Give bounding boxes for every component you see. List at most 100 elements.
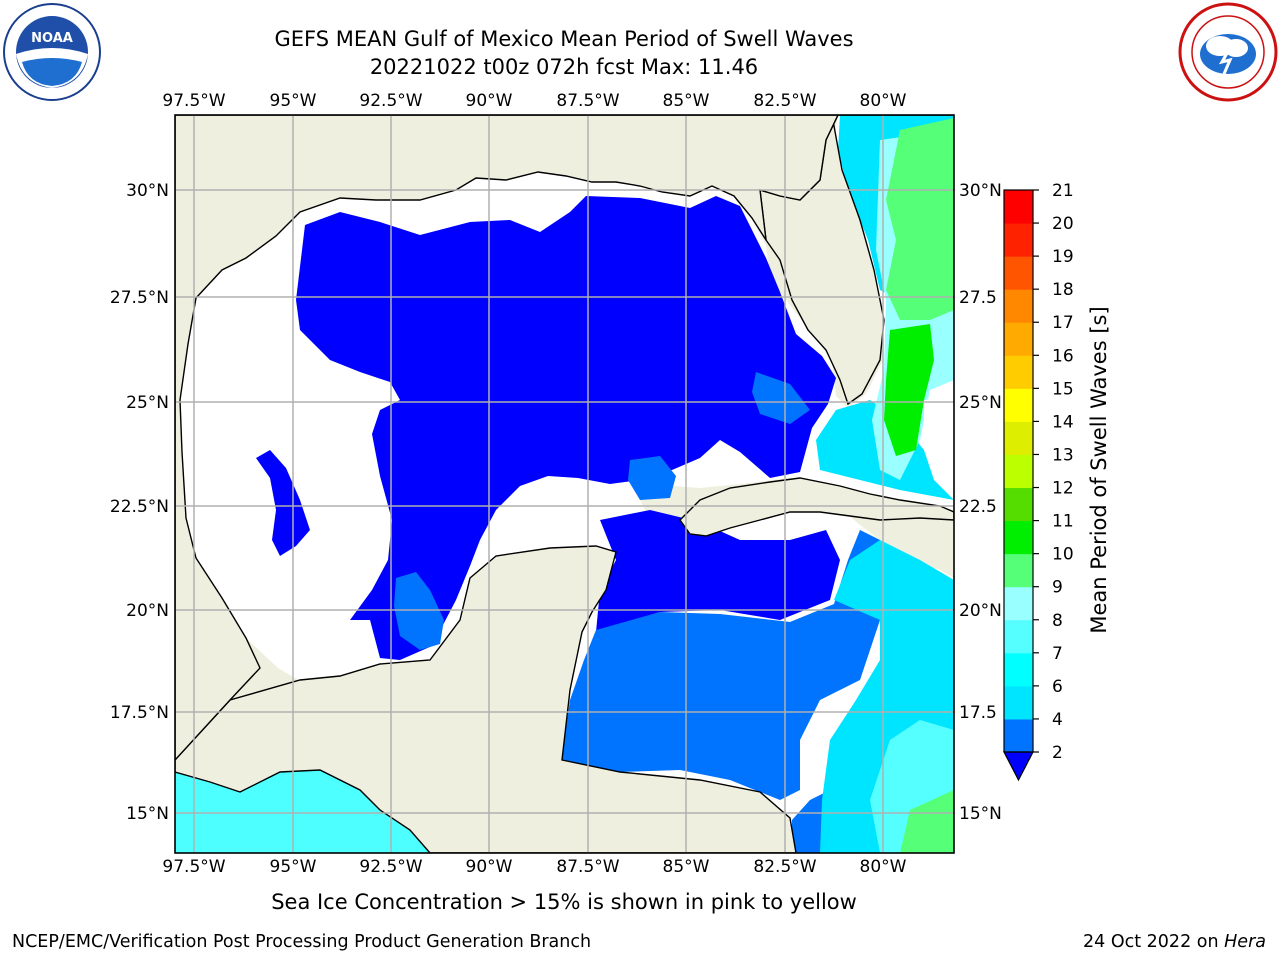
credit-date: 24 Oct 2022 on Hera: [1083, 932, 1266, 952]
nws-logo: [1178, 2, 1278, 102]
lon-label-bottom: 85°W: [663, 857, 710, 877]
pacific-swell: [175, 770, 430, 853]
colorbar-tick-label: 20: [1052, 214, 1074, 234]
lon-label-top: 80°W: [860, 91, 907, 111]
lon-labels-top: 97.5°W 95°W 92.5°W 90°W 87.5°W 85°W 82.5…: [162, 91, 906, 111]
colorbar-tick-label: 14: [1052, 412, 1074, 432]
credit-date-text: 24 Oct 2022 on: [1083, 932, 1225, 952]
swell-2s-caribbean: [596, 510, 840, 632]
colorbar-tick-label: 10: [1052, 545, 1074, 565]
lat-label-right: 25°N: [959, 393, 1002, 413]
colorbar-tick-label: 19: [1052, 247, 1074, 267]
lon-label-top: 87.5°W: [556, 91, 619, 111]
colorbar-tick-label: 9: [1052, 578, 1063, 598]
lat-label-right: 30°N: [959, 181, 1002, 201]
lon-label-top: 95°W: [270, 91, 317, 111]
swell-4s-small: [394, 572, 444, 650]
colorbar-extend-triangle: [1003, 751, 1034, 782]
lon-label-bottom: 82.5°W: [753, 857, 816, 877]
colorbar-tick-label: 7: [1052, 644, 1063, 664]
colorbar-segment: [1004, 520, 1033, 555]
colorbar-tick-label: 16: [1052, 346, 1074, 366]
colorbar-tick-label: 11: [1052, 512, 1074, 532]
colorbar-tick-label: 17: [1052, 313, 1074, 333]
lat-label-left: 20°N: [126, 601, 169, 621]
colorbar-segment: [1004, 487, 1033, 522]
noaa-logo: NOAA: [3, 3, 101, 101]
colorbar-segment: [1004, 421, 1033, 455]
lon-label-bottom: 90°W: [466, 857, 513, 877]
colorbar-tick-label: 12: [1052, 479, 1074, 499]
lon-label-bottom: 80°W: [860, 857, 907, 877]
lat-label-right: 17.5: [959, 703, 997, 723]
colorbar-segment: [1004, 454, 1033, 489]
colorbar-tick-label: 2: [1052, 743, 1063, 763]
land-cuba: [679, 477, 954, 537]
colorbar-segment: [1004, 289, 1033, 323]
lat-label-left: 25°N: [126, 393, 169, 413]
swell-4s-yucatan: [628, 456, 676, 500]
lat-label-left: 17.5°N: [110, 703, 169, 723]
swell-2s-gulf: [296, 196, 836, 660]
gridlines: [175, 115, 954, 853]
swell-2s-west: [256, 450, 310, 556]
colorbar-tick-label: 4: [1052, 710, 1063, 730]
chart-title: GEFS MEAN Gulf of Mexico Mean Period of …: [274, 27, 854, 51]
colorbar-segment: [1004, 355, 1033, 389]
sea-ice-caption: Sea Ice Concentration > 15% is shown in …: [271, 890, 857, 914]
lat-label-left: 27.5°N: [110, 288, 169, 308]
colorbar-segment: [1004, 586, 1033, 621]
lon-label-bottom: 97.5°W: [162, 857, 225, 877]
bahamas-white: [924, 398, 954, 500]
credit-branch: NCEP/EMC/Verification Post Processing Pr…: [12, 932, 592, 952]
lat-label-right: 15°N: [959, 804, 1002, 824]
lat-labels-right: 30°N 27.5 25°N 22.5 20°N 17.5 15°N: [959, 181, 1002, 824]
lon-label-bottom: 92.5°W: [359, 857, 422, 877]
swell-4s-caribbean: [560, 530, 880, 800]
lat-label-right: 22.5: [959, 497, 997, 517]
colorbar-tick-label: 8: [1052, 611, 1063, 631]
colorbar-tick-label: 6: [1052, 677, 1063, 697]
lon-labels-bottom: 97.5°W 95°W 92.5°W 90°W 87.5°W 85°W 82.5…: [162, 857, 906, 877]
lat-label-right: 20°N: [959, 601, 1002, 621]
colorbar-tick-label: 18: [1052, 280, 1074, 300]
lon-label-top: 85°W: [663, 91, 710, 111]
colorbar-segment: [1004, 223, 1033, 257]
colorbar-segment: [1004, 388, 1033, 422]
map-frame: [174, 114, 955, 854]
colorbar-tick-label: 13: [1052, 445, 1074, 465]
lon-label-bottom: 95°W: [270, 857, 317, 877]
chart-subtitle: 20221022 t00z 072h fcst Max: 11.46: [369, 55, 759, 79]
land-mexico-west: [175, 115, 839, 762]
colorbar-segment: [1004, 718, 1033, 753]
swell-4s-bottom: [792, 790, 830, 853]
swell-11s-bahamas: [884, 324, 934, 456]
land-yucatan: [175, 545, 797, 853]
colorbar-segment: [1004, 322, 1033, 356]
colorbar-label: Mean Period of Swell Waves [s]: [1087, 306, 1111, 633]
colorbar-segment: [1004, 190, 1033, 224]
lat-label-right: 27.5: [959, 288, 997, 308]
swell-10s-atlantic: [886, 118, 954, 320]
lon-label-top: 97.5°W: [162, 91, 225, 111]
colorbar: 2 4 6 7 8 9 10 11 12 13 14 15 16 17 18 19 20 21: [1003, 181, 1074, 782]
lat-labels-left: 30°N 27.5°N 25°N 22.5°N 20°N 17.5°N 15°N: [110, 181, 169, 824]
lon-label-top: 92.5°W: [359, 91, 422, 111]
swell-4s-keys: [752, 372, 810, 424]
lon-label-top: 82.5°W: [753, 91, 816, 111]
lat-label-left: 15°N: [126, 804, 169, 824]
noaa-logo-text: NOAA: [31, 31, 73, 46]
colorbar-frame: [1003, 189, 1034, 753]
colorbar-tick-label: 21: [1052, 181, 1074, 201]
lon-label-bottom: 87.5°W: [556, 857, 619, 877]
lat-label-left: 30°N: [126, 181, 169, 201]
colorbar-segment: [1004, 256, 1033, 290]
colorbar-segment: [1004, 685, 1033, 720]
colorbar-segment: [1004, 553, 1033, 588]
colorbar-segment: [1004, 619, 1033, 654]
swell-10s-bottom: [900, 790, 954, 853]
lat-label-left: 22.5°N: [110, 497, 169, 517]
colorbar-tick-label: 15: [1052, 379, 1074, 399]
lon-label-top: 90°W: [466, 91, 513, 111]
